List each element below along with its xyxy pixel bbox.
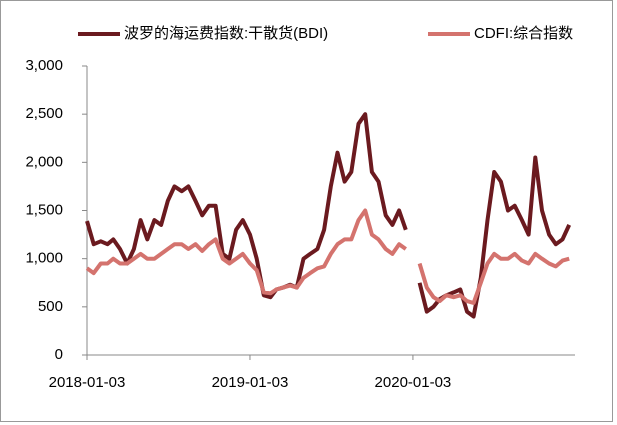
y-tick-label: 2,000	[25, 153, 63, 170]
y-tick-label: 500	[38, 298, 63, 315]
y-tick-label: 0	[55, 346, 63, 363]
series-line	[417, 251, 570, 305]
legend-label: CDFI:综合指数	[474, 25, 573, 42]
x-tick-label: 2019-01-03	[212, 374, 289, 391]
x-tick-label: 2018-01-03	[49, 374, 126, 391]
series-line	[85, 208, 407, 296]
y-tick-label: 2,500	[25, 105, 63, 122]
y-tick-label: 3,000	[25, 57, 63, 74]
series-line	[85, 112, 408, 300]
y-tick-label: 1,000	[25, 250, 63, 267]
y-tick-label: 1,500	[25, 201, 63, 218]
x-tick-label: 2020-01-03	[375, 374, 452, 391]
legend-label: 波罗的海运费指数:干散货(BDI)	[124, 25, 328, 42]
